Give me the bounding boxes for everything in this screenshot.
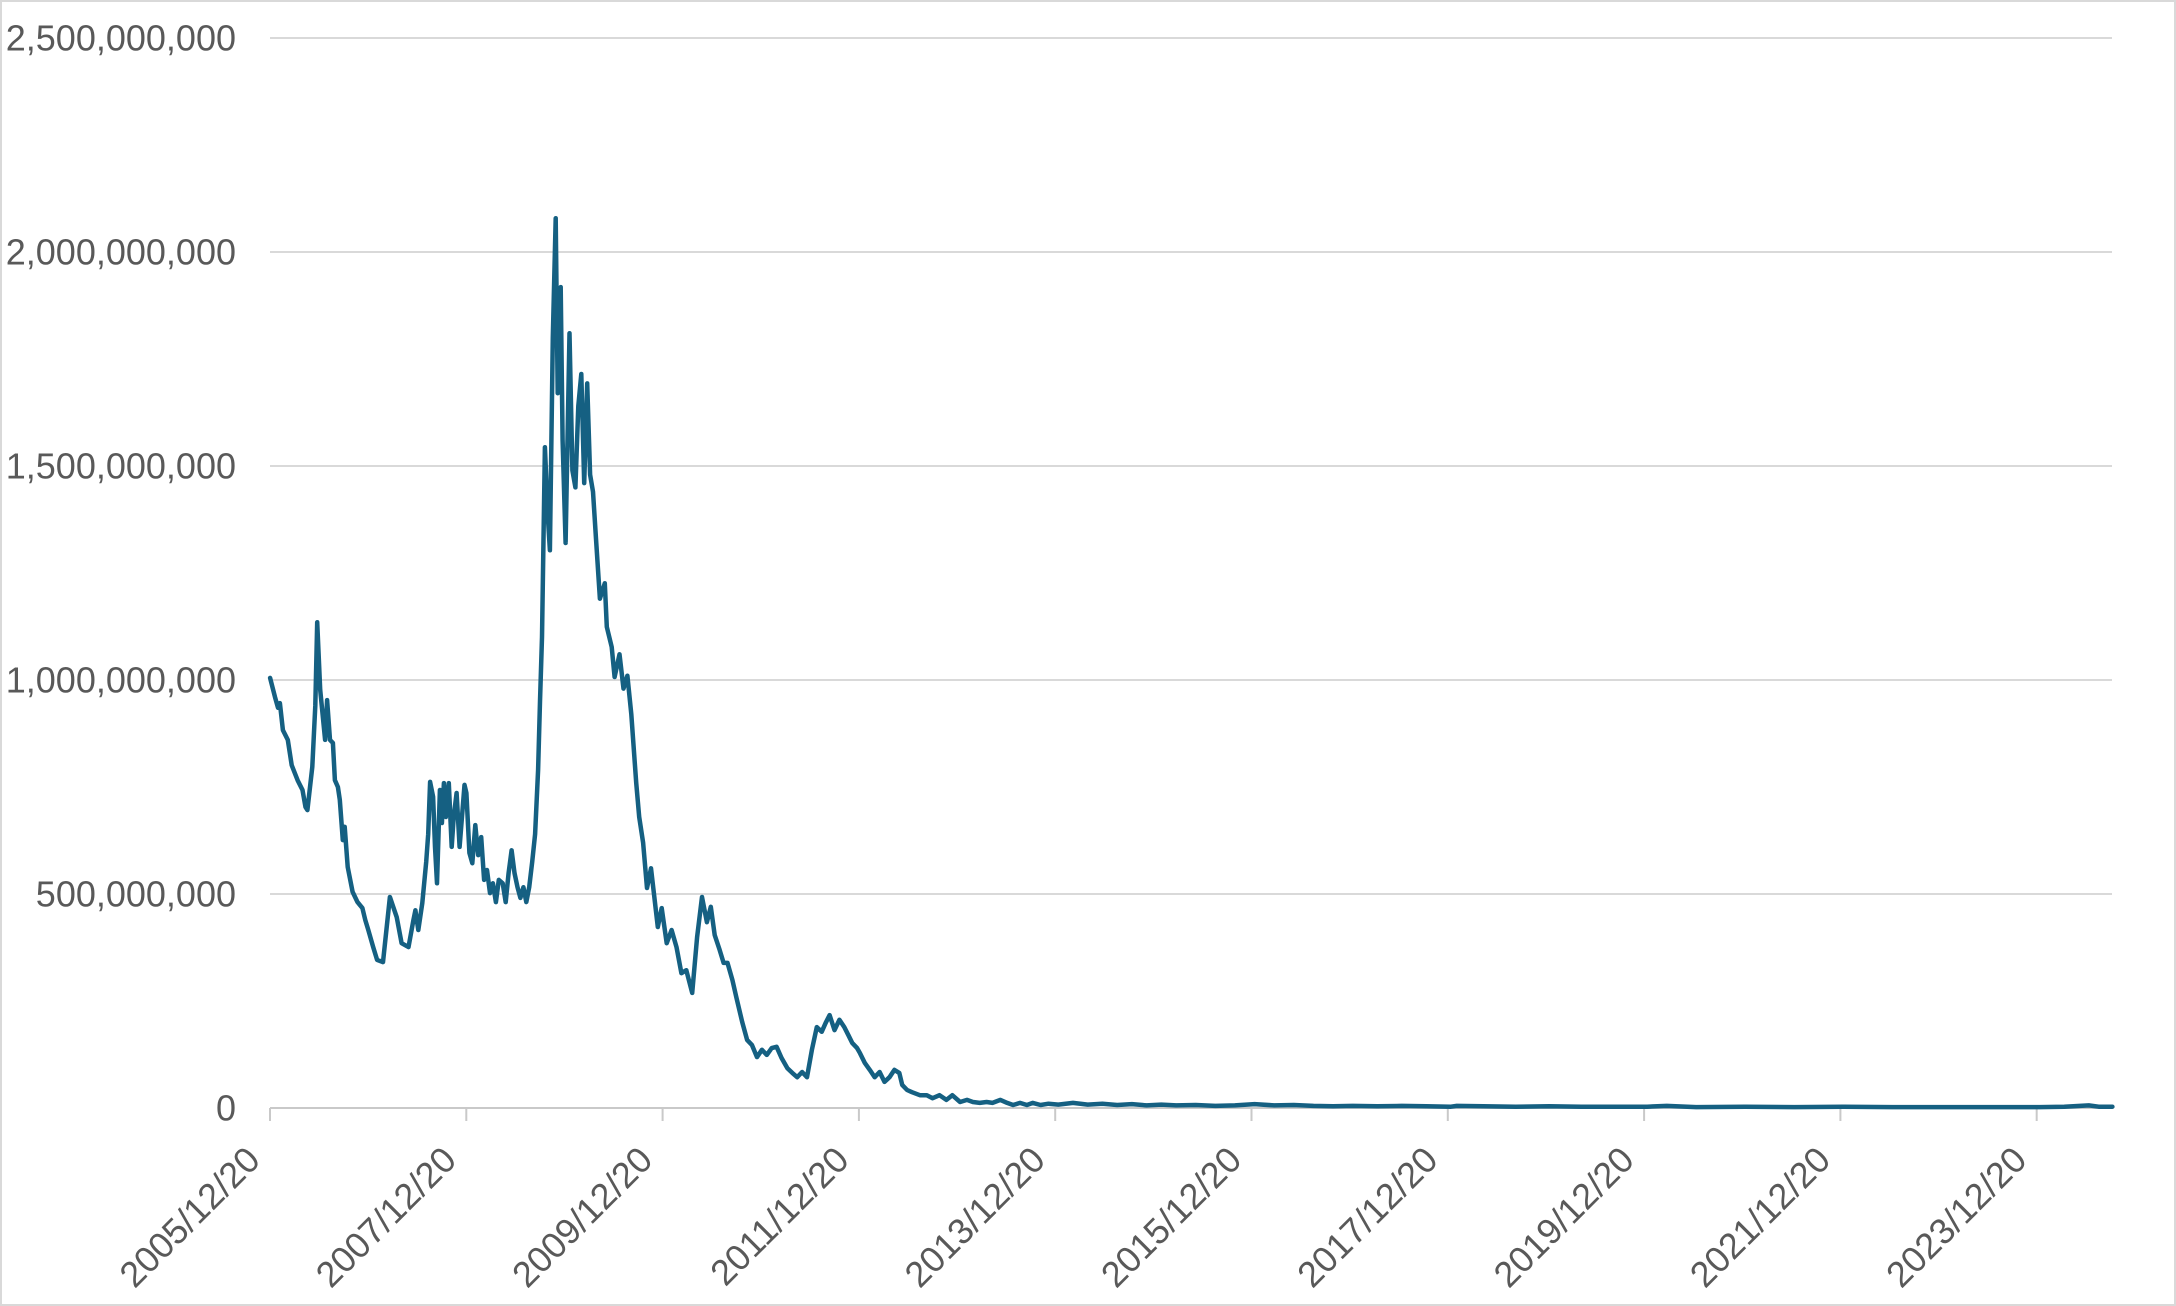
y-axis-label: 1,000,000,000: [6, 660, 236, 701]
y-axis-label: 2,000,000,000: [6, 232, 236, 273]
x-axis-label: 2005/12/20: [111, 1139, 267, 1295]
x-axis-label: 2009/12/20: [504, 1139, 660, 1295]
x-axis-label: 2007/12/20: [308, 1139, 464, 1295]
y-axis-label: 500,000,000: [36, 874, 236, 915]
y-axis-label: 0: [216, 1088, 236, 1129]
y-axis-label: 1,500,000,000: [6, 446, 236, 487]
y-axis-labels-group: 0 500,000,000 1,000,000,000 1,500,000,000 2,…: [6, 18, 236, 1129]
x-axis-group: [269, 1107, 2112, 1121]
x-axis-label: 2019/12/20: [1485, 1139, 1641, 1295]
x-axis-label: 2013/12/20: [896, 1139, 1052, 1295]
x-axis-label: 2015/12/20: [1093, 1139, 1249, 1295]
series-line: [267, 215, 2115, 1110]
x-axis-label: 2023/12/20: [1878, 1139, 2034, 1295]
x-axis-label: 2017/12/20: [1289, 1139, 1445, 1295]
y-axis-label: 2,500,000,000: [6, 18, 236, 59]
x-axis-label: 2011/12/20: [702, 1139, 857, 1294]
x-axis-labels-group: 2005/12/20 2007/12/20 2009/12/20 2011/12/20…: [111, 1139, 2034, 1295]
x-axis-label: 2021/12/20: [1682, 1139, 1838, 1295]
